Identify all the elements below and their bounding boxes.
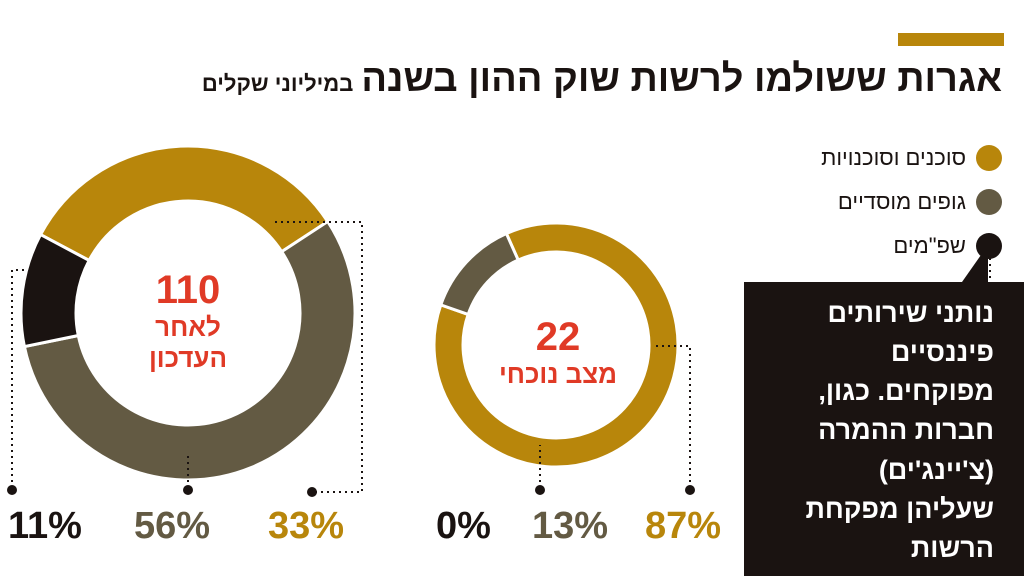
donut-small-slice-0 xyxy=(432,221,680,469)
leader-lines xyxy=(11,221,991,493)
pct-small-agents: 87% xyxy=(645,505,722,547)
center-small: 22 מצב נוכחי xyxy=(478,315,638,390)
donut-small-slice-1 xyxy=(438,231,521,317)
donut-after-update xyxy=(19,144,357,482)
center-big: 110 לאחר העדכון xyxy=(108,268,268,374)
note-line-1: נותני שירותים xyxy=(827,298,994,328)
accent-bar xyxy=(898,33,1004,46)
leader-big-agents xyxy=(272,221,363,493)
note-line-2: פיננסיים xyxy=(890,337,994,368)
legend-item-agents: סוכנים וסוכנויות xyxy=(821,136,1002,180)
legend-label-shpamim: שפ"מים xyxy=(893,233,966,258)
legend-swatch-agents xyxy=(976,145,1002,171)
leader-big-shpamim xyxy=(11,269,28,488)
leader-dot-small-institutions xyxy=(535,485,545,495)
legend-item-institutions: גופים מוסדיים xyxy=(821,180,1002,224)
center-small-total: 22 xyxy=(535,315,581,359)
leader-dot-big-shpamim xyxy=(7,485,17,495)
note-line-4: חברות ההמרה xyxy=(818,415,994,446)
donut-big-slice-1 xyxy=(22,219,357,482)
note-line-5: (צ'יינג'ים) xyxy=(878,454,994,485)
pct-big-agents: 33% xyxy=(268,505,345,547)
pct-small-shpamim: 0% xyxy=(436,505,491,547)
pct-big-institutions: 56% xyxy=(134,505,211,547)
leader-dots xyxy=(7,485,695,497)
center-small-label: מצב נוכחי xyxy=(498,359,618,389)
title-subtitle: במיליוני שקלים xyxy=(201,71,354,96)
donut-big-slice-2 xyxy=(19,232,92,349)
legend-label-institutions: גופים מוסדיים xyxy=(837,189,966,214)
leader-dot-small-agents xyxy=(685,485,695,495)
leader-dot-big-institutions xyxy=(183,485,193,495)
chart-title: אגרות ששולמו לרשות שוק ההון בשנה במיליוני… xyxy=(202,58,1002,101)
note-box: נותני שירותים פיננסיים מפוקחים. כגון, חב… xyxy=(744,282,1024,576)
pct-small-institutions: 13% xyxy=(532,505,609,547)
note-line-3: מפוקחים. כגון, xyxy=(818,376,994,407)
center-big-total: 110 xyxy=(155,268,221,312)
center-big-label-2: העדכון xyxy=(148,343,228,374)
donut-current xyxy=(432,221,680,469)
legend-swatch-institutions xyxy=(976,189,1002,215)
legend: סוכנים וסוכנויות גופים מוסדיים שפ"מים xyxy=(821,136,1002,268)
legend-item-shpamim: שפ"מים xyxy=(821,224,1002,268)
note-pointer xyxy=(962,245,988,282)
title-main: אגרות ששולמו לרשות שוק ההון בשנה xyxy=(361,58,1002,100)
note-line-7: הרשות xyxy=(910,532,994,563)
note-line-6: שעליהן מפקחת xyxy=(805,493,994,524)
legend-label-agents: סוכנים וסוכנויות xyxy=(821,145,966,170)
leader-dot-big-agents xyxy=(307,487,317,497)
center-big-label-1: לאחר xyxy=(155,312,221,342)
pct-big-shpamim: 11% xyxy=(8,505,82,547)
donut-big-slice-0 xyxy=(38,144,330,263)
